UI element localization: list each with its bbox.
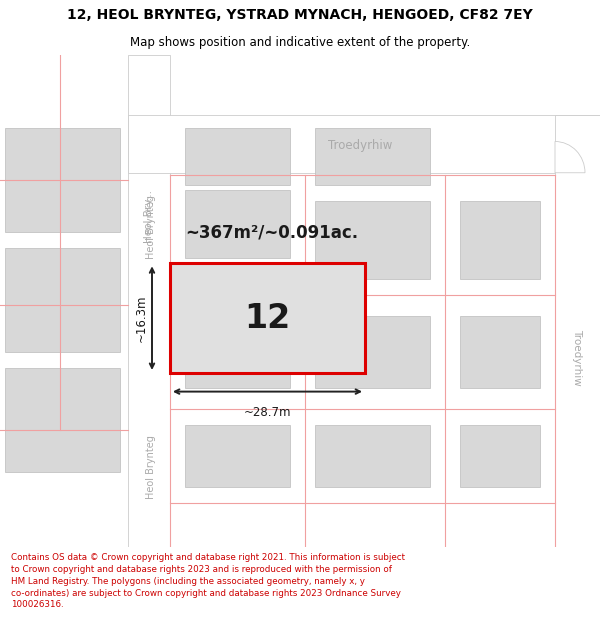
Text: ~16.3m: ~16.3m: [135, 294, 148, 342]
Bar: [315, 316, 430, 389]
Bar: [5, 368, 120, 472]
Bar: [128, 116, 600, 172]
Bar: [315, 201, 430, 279]
Text: Heol Bry...: Heol Bry...: [144, 190, 154, 243]
Bar: [128, 55, 170, 547]
Bar: [460, 425, 540, 488]
Bar: [185, 425, 290, 488]
Text: ~367m²/~0.091ac.: ~367m²/~0.091ac.: [185, 223, 358, 241]
Text: Troedyrhiw: Troedyrhiw: [328, 139, 392, 152]
Bar: [185, 191, 290, 258]
Bar: [315, 128, 430, 185]
Wedge shape: [555, 141, 585, 172]
Bar: [315, 425, 430, 488]
Bar: [185, 316, 290, 389]
Text: Heol Brynteg: Heol Brynteg: [146, 195, 156, 259]
Bar: [460, 201, 540, 279]
Text: Map shows position and indicative extent of the property.: Map shows position and indicative extent…: [130, 36, 470, 49]
Bar: [5, 128, 120, 232]
Bar: [460, 316, 540, 389]
Text: Heol Brynteg: Heol Brynteg: [146, 435, 156, 499]
Text: 12: 12: [244, 302, 290, 334]
Bar: [555, 116, 600, 547]
Text: Troedyrhiw: Troedyrhiw: [572, 329, 583, 386]
Text: ~28.7m: ~28.7m: [244, 406, 291, 419]
Bar: [185, 128, 290, 185]
Bar: [170, 263, 365, 373]
Bar: [5, 248, 120, 352]
Text: 12, HEOL BRYNTEG, YSTRAD MYNACH, HENGOED, CF82 7EY: 12, HEOL BRYNTEG, YSTRAD MYNACH, HENGOED…: [67, 8, 533, 22]
Text: Contains OS data © Crown copyright and database right 2021. This information is : Contains OS data © Crown copyright and d…: [11, 553, 405, 609]
